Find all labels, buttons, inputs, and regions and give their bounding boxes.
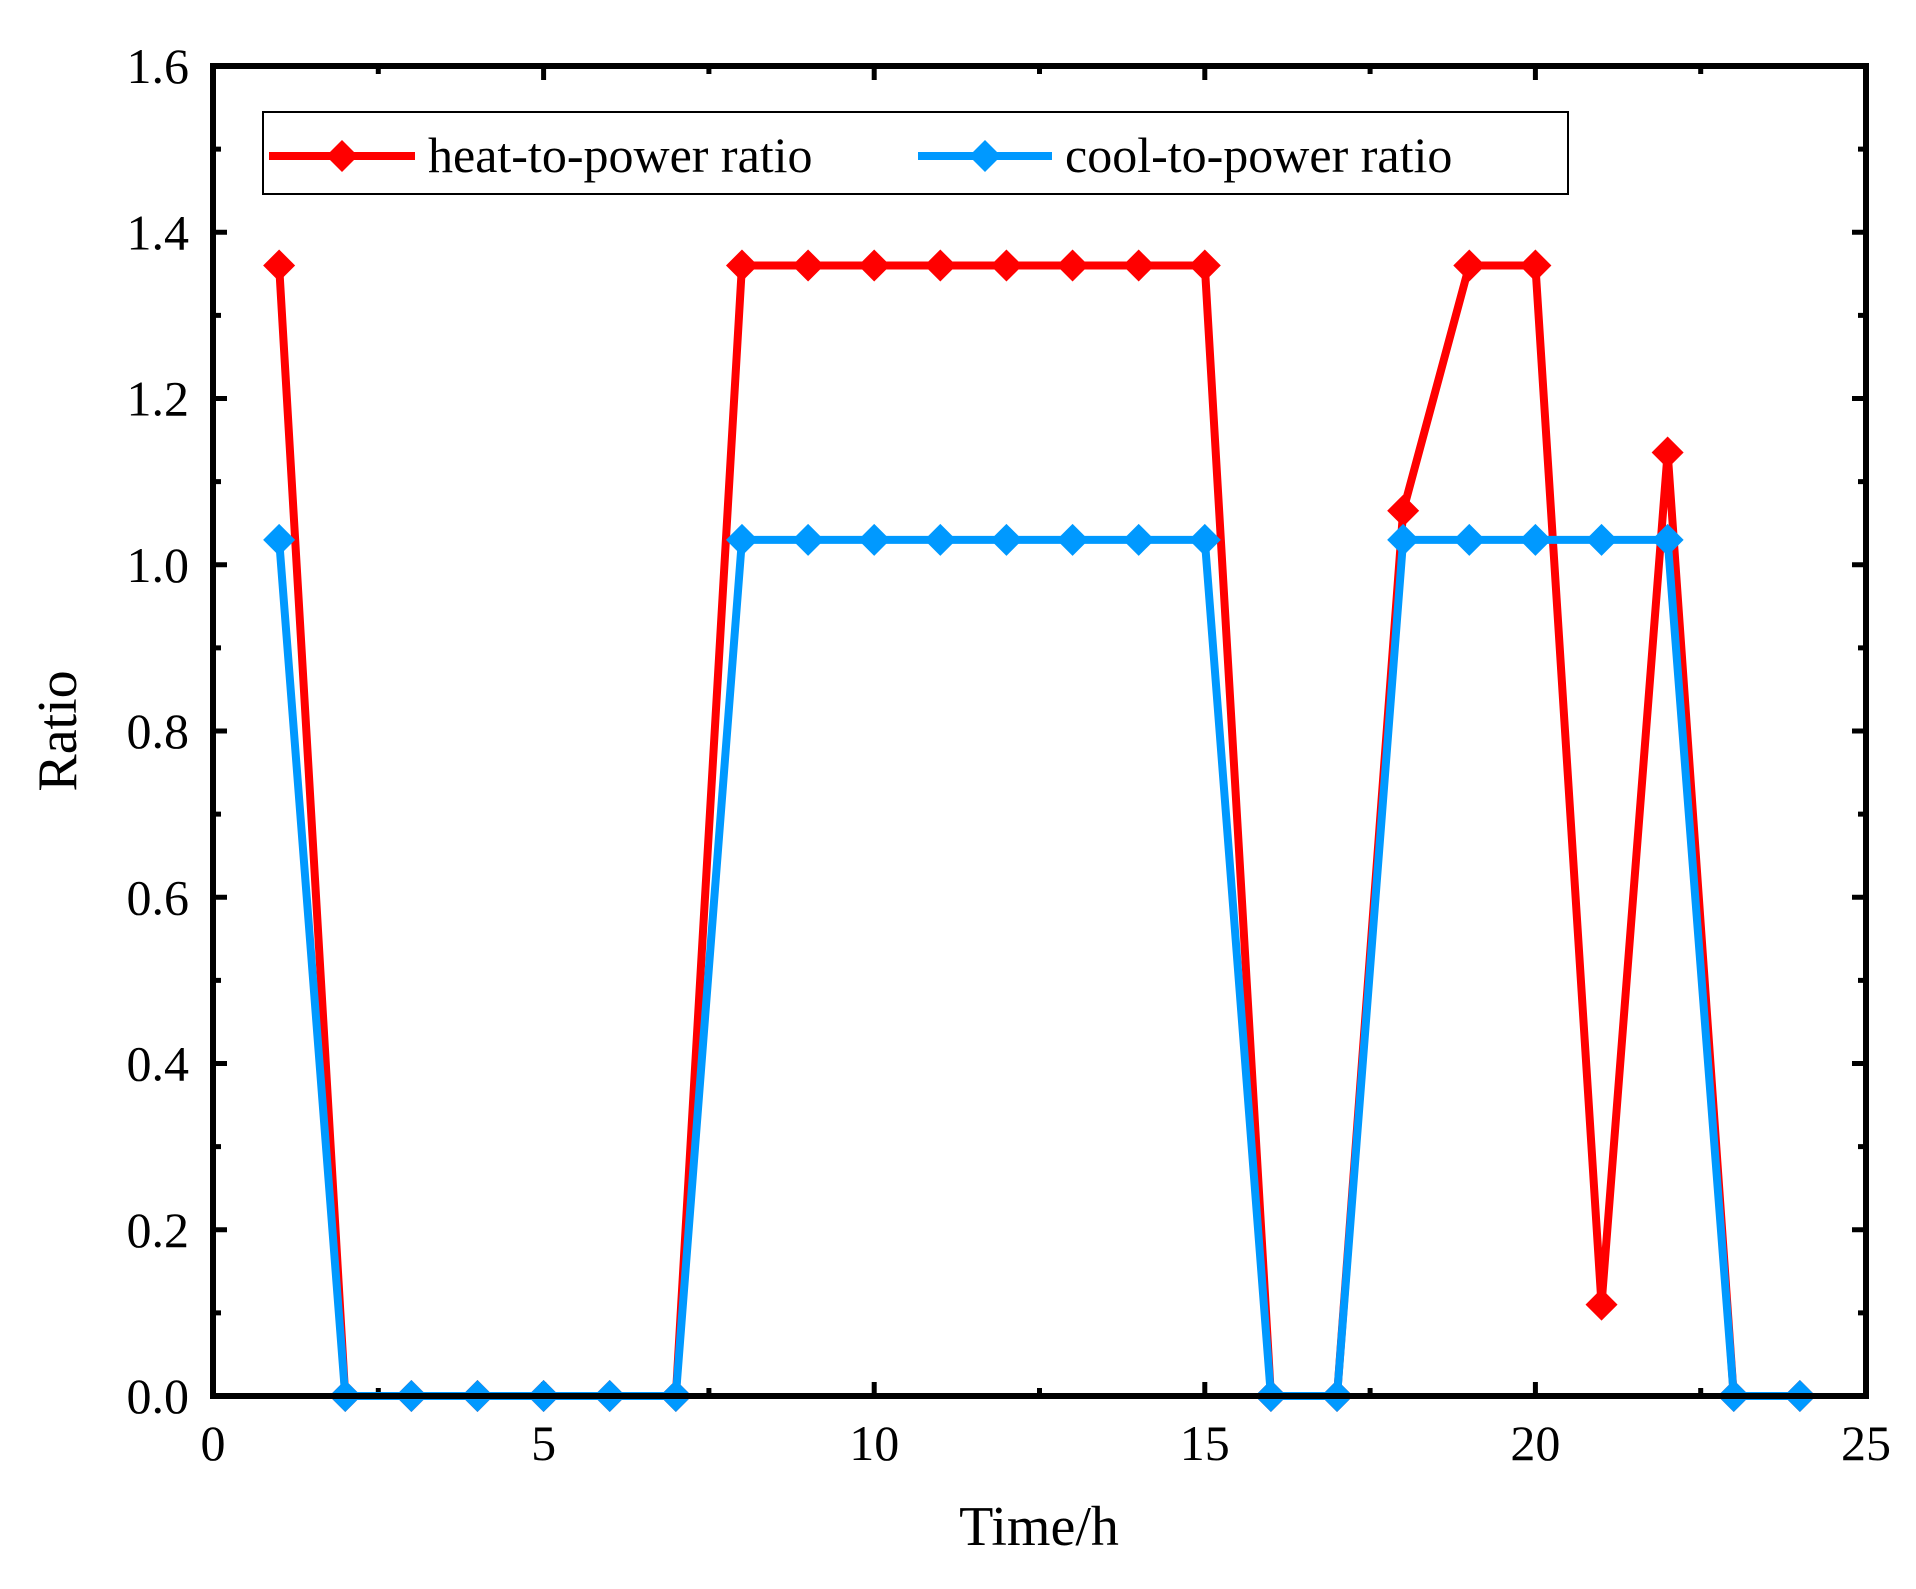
y-tick-label: 0.8 xyxy=(127,703,190,759)
data-point xyxy=(924,523,957,556)
data-point xyxy=(725,249,758,282)
data-point xyxy=(1387,494,1420,527)
y-tick-label: 0.6 xyxy=(127,869,190,925)
data-point xyxy=(1519,523,1552,556)
data-point xyxy=(1122,249,1155,282)
y-tick-label: 1.4 xyxy=(127,204,190,260)
data-point xyxy=(1056,249,1089,282)
y-tick-label: 0.2 xyxy=(127,1202,190,1258)
legend-box xyxy=(262,111,1569,195)
data-point xyxy=(792,523,825,556)
data-point xyxy=(1453,249,1486,282)
data-point xyxy=(990,523,1023,556)
x-tick-label: 10 xyxy=(849,1415,899,1471)
data-point xyxy=(792,249,825,282)
legend-label-cool: cool-to-power ratio xyxy=(1065,127,1452,183)
y-axis-title: Ratio xyxy=(27,670,89,791)
legend: heat-to-power ratio cool-to-power ratio xyxy=(262,111,1569,195)
data-point xyxy=(1387,523,1420,556)
data-point xyxy=(1453,523,1486,556)
legend-label-heat: heat-to-power ratio xyxy=(428,127,813,183)
y-tick-label: 1.0 xyxy=(127,537,190,593)
data-point xyxy=(725,523,758,556)
data-point xyxy=(263,523,296,556)
legend-marker-heat xyxy=(326,140,358,172)
x-tick-labels: 0 5 10 15 20 25 xyxy=(201,1415,1892,1471)
data-point xyxy=(1651,523,1684,556)
x-tick-label: 15 xyxy=(1180,1415,1230,1471)
x-tick-label: 25 xyxy=(1841,1415,1891,1471)
legend-marker-cool xyxy=(969,140,1001,172)
x-tick-label: 20 xyxy=(1510,1415,1560,1471)
x-axis-title: Time/h xyxy=(959,1496,1119,1558)
data-point xyxy=(990,249,1023,282)
data-point xyxy=(263,249,296,282)
data-point xyxy=(1519,249,1552,282)
x-tick-label: 5 xyxy=(531,1415,556,1471)
y-tick-labels: 0.0 0.2 0.4 0.6 0.8 1.0 1.2 1.4 1.6 xyxy=(127,38,190,1424)
data-point xyxy=(1056,523,1089,556)
data-point xyxy=(858,523,891,556)
data-point xyxy=(858,249,891,282)
data-point xyxy=(1188,523,1221,556)
y-tick-label: 1.2 xyxy=(127,371,190,427)
y-tick-label: 0.0 xyxy=(127,1368,190,1424)
data-point xyxy=(1585,1288,1618,1321)
y-tick-label: 1.6 xyxy=(127,38,190,94)
y-tick-label: 0.4 xyxy=(127,1036,190,1092)
data-point xyxy=(924,249,957,282)
data-point xyxy=(1188,249,1221,282)
data-point xyxy=(1651,436,1684,469)
data-point xyxy=(1122,523,1155,556)
data-point xyxy=(1585,523,1618,556)
plot-frame xyxy=(210,63,1869,1399)
x-tick-label: 0 xyxy=(201,1415,226,1471)
